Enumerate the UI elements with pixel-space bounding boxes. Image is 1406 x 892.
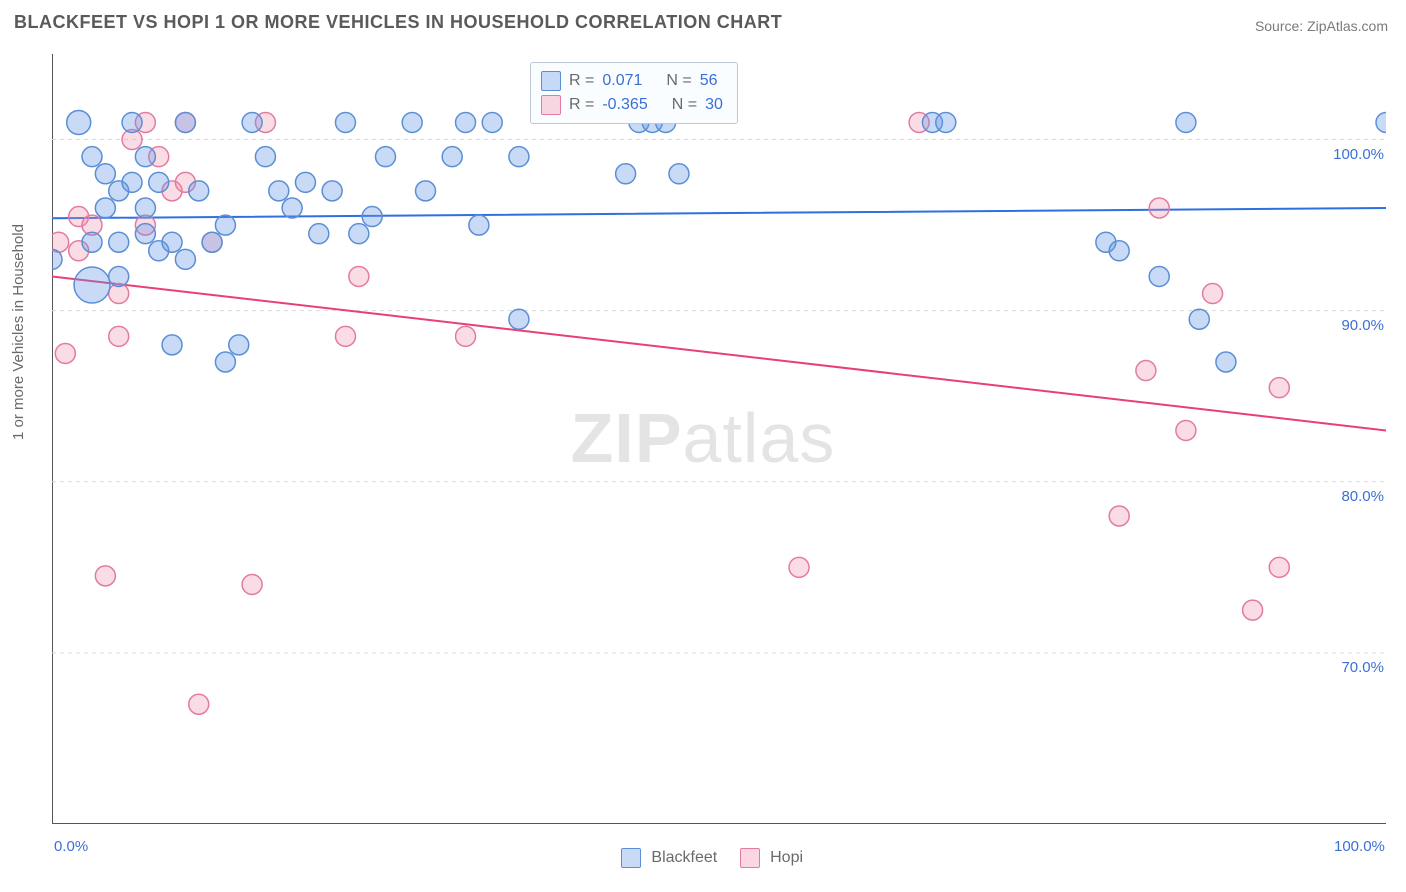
y-tick-label: 90.0% (1341, 317, 1384, 334)
r-label: R = (569, 69, 594, 93)
legend-row-blackfeet: R = 0.071 N = 56 (541, 69, 723, 93)
chart-title: BLACKFEET VS HOPI 1 OR MORE VEHICLES IN … (14, 12, 782, 33)
chart-container: BLACKFEET VS HOPI 1 OR MORE VEHICLES IN … (0, 0, 1406, 892)
y-tick-label: 100.0% (1333, 146, 1384, 163)
n-label: N = (672, 93, 697, 117)
legend-row-hopi: R = -0.365 N = 30 (541, 93, 723, 117)
swatch-pink (541, 95, 561, 115)
swatch-pink (740, 848, 760, 868)
y-tick-label: 80.0% (1341, 488, 1384, 505)
source-label: Source: ZipAtlas.com (1255, 18, 1388, 34)
swatch-blue (541, 71, 561, 91)
r-value: 0.071 (602, 69, 642, 93)
scatter-plot (52, 54, 1386, 824)
n-value: 56 (700, 69, 718, 93)
legend-label-blackfeet: Blackfeet (651, 849, 717, 866)
series-legend: Blackfeet Hopi (0, 848, 1406, 868)
y-tick-label: 70.0% (1341, 659, 1384, 676)
r-value: -0.365 (602, 93, 647, 117)
legend-label-hopi: Hopi (770, 849, 803, 866)
correlation-legend: R = 0.071 N = 56 R = -0.365 N = 30 (530, 62, 738, 124)
r-label: R = (569, 93, 594, 117)
n-value: 30 (705, 93, 723, 117)
swatch-blue (621, 848, 641, 868)
n-label: N = (666, 69, 691, 93)
y-axis-label: 1 or more Vehicles in Household (10, 224, 27, 440)
